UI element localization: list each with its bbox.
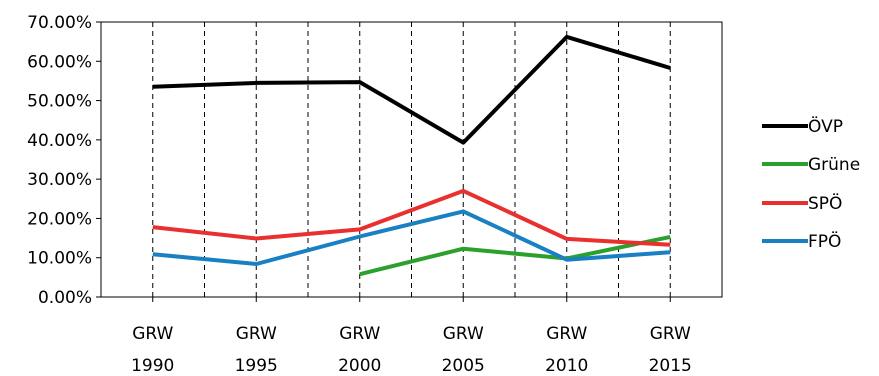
legend-label: SPÖ <box>808 192 842 214</box>
y-axis-ticks: 0.00% 10.00% 20.00% 30.00% 40.00% 50.00% 60.00… <box>27 13 101 308</box>
x-tick-label: GRW <box>443 324 484 344</box>
y-tick-label: 20.00% <box>27 209 92 229</box>
y-tick-label: 70.00% <box>27 13 92 33</box>
x-tick-label: GRW <box>546 324 587 344</box>
legend: ÖVP Grüne SPÖ FPÖ <box>762 115 860 252</box>
y-tick-label: 0.00% <box>38 288 92 308</box>
y-tick-label: 30.00% <box>27 170 92 190</box>
x-axis-ticks: GRW 1990 GRW 1995 GRW 2000 GRW 2005 GRW 2010 GRW 20… <box>131 297 692 376</box>
series-line-gruene <box>359 234 671 277</box>
vertical-gridlines <box>152 22 671 297</box>
x-tick-label: GRW <box>236 324 277 344</box>
y-tick-label: 10.00% <box>27 249 92 269</box>
x-tick-label: 2010 <box>545 356 588 376</box>
x-tick-label: 2005 <box>442 356 485 376</box>
series-line-spoe <box>152 188 671 247</box>
x-tick-label: 2000 <box>338 356 381 376</box>
plot-area-border <box>100 21 723 298</box>
y-tick-label: 40.00% <box>27 131 92 151</box>
series-line-fpoe <box>152 209 671 266</box>
x-tick-label: 2015 <box>649 356 692 376</box>
legend-label: ÖVP <box>808 115 843 137</box>
x-tick-label: 1990 <box>131 356 174 376</box>
series-lines <box>152 34 671 277</box>
y-tick-label: 60.00% <box>27 52 92 72</box>
x-tick-label: GRW <box>339 324 380 344</box>
x-tick-label: GRW <box>650 324 691 344</box>
y-tick-label: 50.00% <box>27 92 92 112</box>
legend-label: FPÖ <box>808 230 841 252</box>
x-tick-label: GRW <box>132 324 173 344</box>
x-tick-label: 1995 <box>235 356 278 376</box>
legend-label: Grüne <box>808 155 860 175</box>
series-line-oevp <box>152 34 671 145</box>
